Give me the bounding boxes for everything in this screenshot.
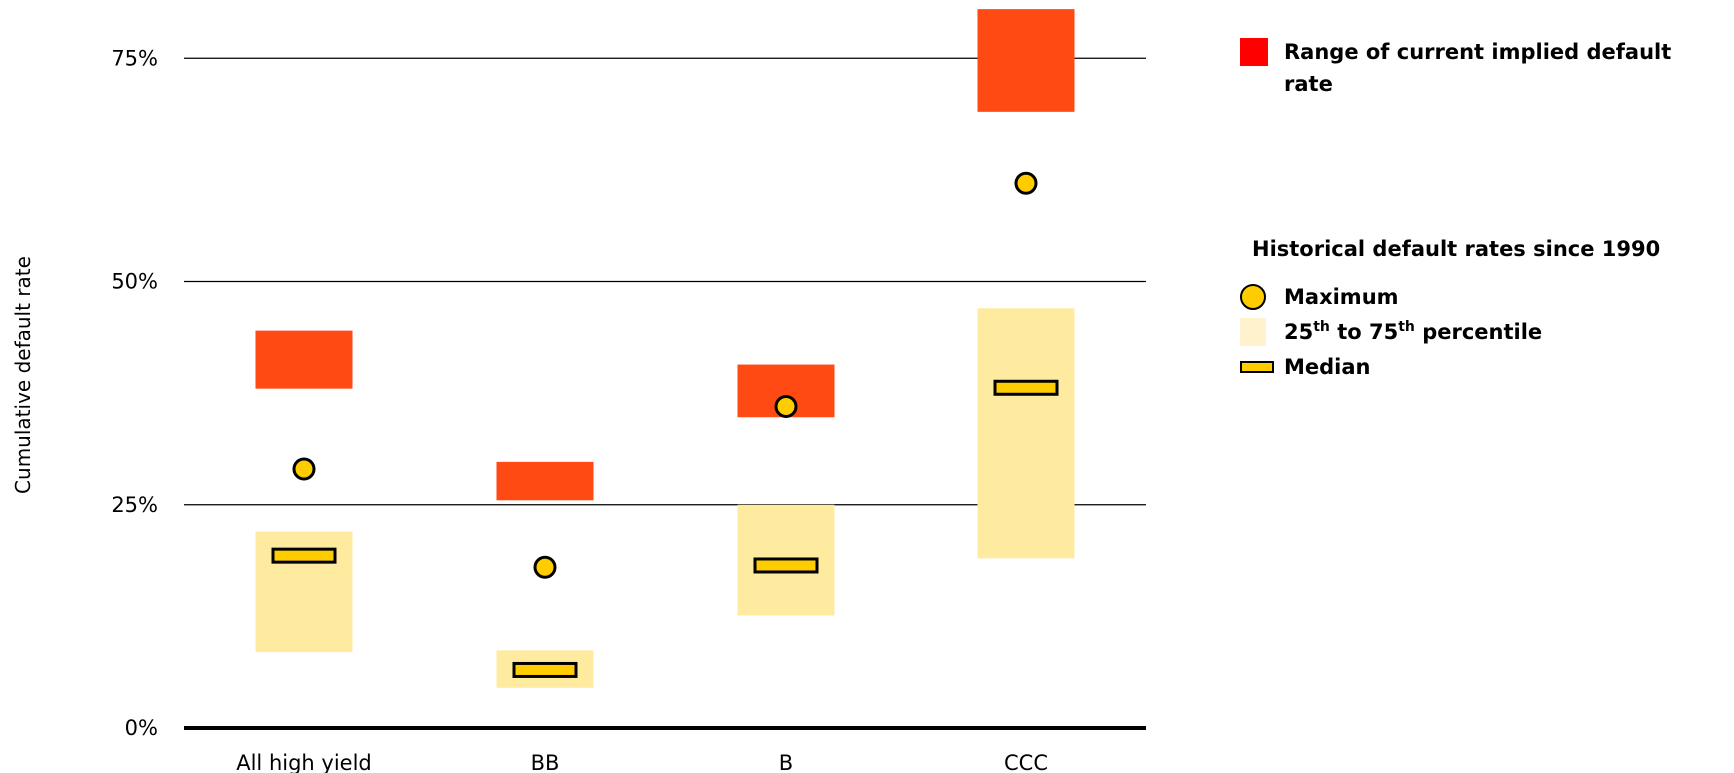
median-marker [271,547,337,564]
implied-range-bar [255,330,353,389]
median-marker [753,557,819,574]
implied-range-bar [496,461,594,501]
legend-swatch-range [1240,38,1268,66]
maximum-point [774,395,798,419]
legend-label-median: Median [1284,354,1371,379]
legend-label-percentile: 25th to 75th percentile [1284,319,1543,344]
x-category-label: B [779,751,793,773]
percentile-box [977,308,1075,559]
y-tick-label: 50% [111,270,158,294]
legend: Range of current implied default rate Hi… [1240,36,1734,384]
legend-title-historical: Historical default rates since 1990 [1252,237,1661,261]
legend-label-range: Range of current implied default rate [1284,40,1672,96]
legend-swatch-percentile [1240,317,1266,346]
x-category-label: All high yield [236,751,372,773]
y-tick-label: 25% [111,493,158,517]
legend-item-maximum: Maximum [1240,279,1734,314]
maximum-point [1014,171,1038,195]
y-tick-label: 75% [111,46,158,70]
legend-swatch-median [1240,360,1274,373]
y-tick-label: 0% [125,716,158,740]
legend-label-maximum: Maximum [1284,284,1399,309]
median-marker [993,379,1059,396]
legend-item-percentile: 25th to 75th percentile [1240,314,1734,349]
median-marker [512,661,578,678]
y-axis-title: Cumulative default rate [11,256,35,494]
implied-range-bar [977,9,1075,112]
maximum-point [292,457,316,481]
x-category-label: CCC [1004,751,1048,773]
legend-swatch-maximum [1240,283,1266,310]
maximum-point [533,555,557,579]
legend-item-range: Range of current implied default rate [1240,36,1734,100]
legend-item-median: Median [1240,349,1734,384]
x-category-label: BB [531,751,560,773]
